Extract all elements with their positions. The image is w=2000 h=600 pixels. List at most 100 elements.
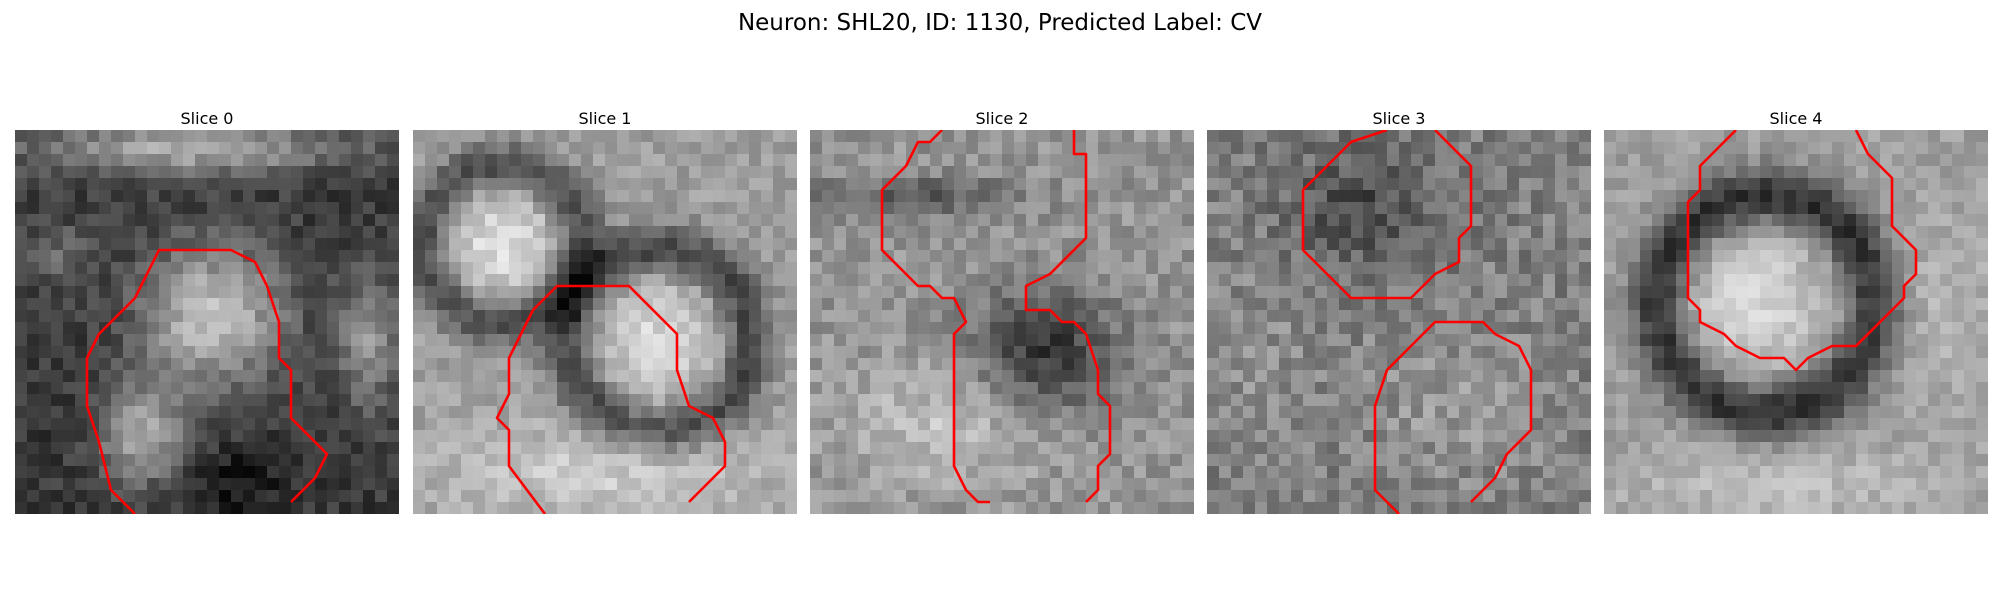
pixel xyxy=(75,190,88,203)
pixel xyxy=(1796,274,1809,287)
pixel xyxy=(978,178,991,191)
pixel xyxy=(1098,358,1111,371)
pixel xyxy=(533,214,546,227)
pixel xyxy=(1291,382,1304,395)
pixel xyxy=(1002,214,1015,227)
pixel xyxy=(195,382,208,395)
pixel xyxy=(785,262,797,275)
pixel xyxy=(858,238,871,251)
pixel xyxy=(1182,274,1194,287)
pixel xyxy=(569,334,582,347)
pixel xyxy=(1940,142,1953,155)
pixel xyxy=(966,190,979,203)
pixel xyxy=(1170,358,1183,371)
pixel xyxy=(1904,250,1917,263)
pixel xyxy=(1868,166,1881,179)
pixel xyxy=(713,298,726,311)
pixel xyxy=(219,286,232,299)
pixel xyxy=(593,334,606,347)
pixel xyxy=(641,238,654,251)
pixel xyxy=(942,214,955,227)
pixel xyxy=(159,286,172,299)
pixel xyxy=(1255,382,1268,395)
pixel xyxy=(930,430,943,443)
pixel xyxy=(593,142,606,155)
pixel xyxy=(822,250,835,263)
pixel xyxy=(918,418,931,431)
pixel xyxy=(581,274,594,287)
pixel xyxy=(207,226,220,239)
pixel xyxy=(27,418,40,431)
pixel xyxy=(1423,454,1436,467)
pixel xyxy=(111,502,124,514)
pixel xyxy=(1604,166,1617,179)
pixel xyxy=(1471,370,1484,383)
pixel xyxy=(1170,226,1183,239)
pixel xyxy=(545,274,558,287)
pixel xyxy=(653,418,666,431)
pixel xyxy=(87,142,100,155)
pixel xyxy=(1555,298,1568,311)
pixel xyxy=(1375,346,1388,359)
pixel xyxy=(930,418,943,431)
pixel xyxy=(1423,394,1436,407)
pixel xyxy=(485,382,498,395)
pixel xyxy=(315,346,328,359)
pixel xyxy=(1555,214,1568,227)
pixel xyxy=(279,502,292,514)
pixel xyxy=(1940,382,1953,395)
pixel xyxy=(1495,322,1508,335)
pixel xyxy=(243,166,256,179)
pixel xyxy=(653,142,666,155)
pixel xyxy=(569,190,582,203)
pixel xyxy=(1952,262,1965,275)
pixel xyxy=(1543,490,1556,503)
pixel xyxy=(1676,238,1689,251)
pixel xyxy=(1760,202,1773,215)
pixel xyxy=(1363,178,1376,191)
pixel xyxy=(111,454,124,467)
pixel xyxy=(1796,130,1809,143)
pixel xyxy=(629,154,642,167)
pixel xyxy=(1219,142,1232,155)
pixel xyxy=(1483,430,1496,443)
pixel xyxy=(641,502,654,514)
pixel xyxy=(1856,214,1869,227)
pixel xyxy=(1351,430,1364,443)
pixel xyxy=(1399,250,1412,263)
pixel xyxy=(1471,358,1484,371)
pixel xyxy=(1026,454,1039,467)
pixel xyxy=(1158,406,1171,419)
pixel xyxy=(1868,334,1881,347)
pixel xyxy=(1315,418,1328,431)
pixel xyxy=(1495,478,1508,491)
pixel xyxy=(255,490,268,503)
pixel xyxy=(437,382,450,395)
pixel xyxy=(279,454,292,467)
pixel xyxy=(1375,442,1388,455)
pixel xyxy=(207,166,220,179)
pixel xyxy=(1207,370,1220,383)
pixel xyxy=(1868,430,1881,443)
pixel xyxy=(1291,190,1304,203)
pixel xyxy=(737,502,750,514)
pixel xyxy=(1219,418,1232,431)
pixel xyxy=(1074,130,1087,143)
pixel xyxy=(303,466,316,479)
pixel xyxy=(1219,262,1232,275)
pixel xyxy=(906,286,919,299)
pixel xyxy=(267,418,280,431)
pixel xyxy=(1543,310,1556,323)
pixel xyxy=(195,394,208,407)
pixel xyxy=(1219,310,1232,323)
pixel xyxy=(641,166,654,179)
pixel xyxy=(1255,178,1268,191)
pixel xyxy=(207,178,220,191)
pixel xyxy=(1447,202,1460,215)
pixel xyxy=(761,142,774,155)
pixel xyxy=(1026,130,1039,143)
pixel xyxy=(1676,250,1689,263)
pixel xyxy=(1952,418,1965,431)
pixel xyxy=(1182,490,1194,503)
pixel xyxy=(918,274,931,287)
